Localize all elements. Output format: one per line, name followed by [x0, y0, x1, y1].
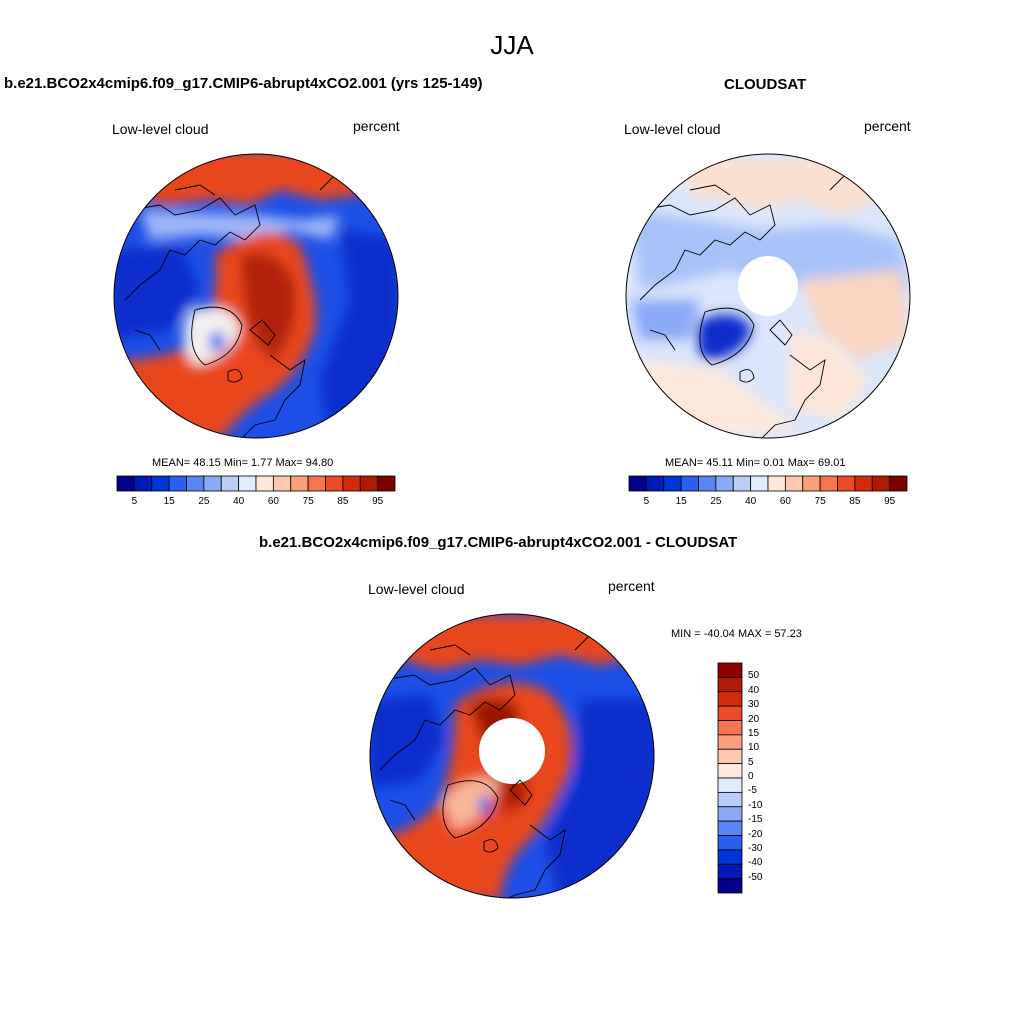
colorbar-cloudsat-swatch [645, 475, 665, 492]
colorbar-model-swatch [168, 475, 187, 492]
colorbar-cloudsat-tick-label: 5 [643, 496, 650, 507]
colorbar-model-swatch [359, 475, 379, 492]
colorbar-difference-swatch [717, 777, 743, 793]
colorbar-cloudsat-tick-label: 15 [675, 496, 687, 507]
colorbar-model-swatch [307, 475, 326, 492]
colorbar-model-swatch [220, 475, 240, 492]
colorbar-model-swatch [116, 475, 135, 492]
colorbar-cloudsat-tick-label: 75 [814, 496, 826, 507]
colorbar-model-tick-label: 60 [267, 496, 279, 507]
colorbar-cloudsat-tick-label: 95 [884, 496, 896, 507]
colorbar-cloudsat-swatch [802, 475, 821, 492]
stats-cloudsat: MEAN= 45.11 Min= 0.01 Max= 69.01 [665, 457, 846, 469]
colorbar-difference-swatch [717, 820, 743, 836]
colorbar-difference-swatch [717, 763, 743, 779]
map-difference [369, 613, 655, 899]
colorbar-difference-swatch [717, 863, 743, 880]
colorbar-difference-tick-label: 40 [748, 684, 760, 696]
colorbar-cloudsat-tick-label: 40 [745, 496, 757, 507]
colorbar-cloudsat [628, 475, 908, 492]
colorbar-difference-tick-label: 50 [748, 670, 760, 682]
colorbar-model [116, 475, 396, 492]
colorbar-difference-swatch [717, 691, 743, 707]
units-label-cloudsat: percent [864, 118, 911, 134]
colorbar-difference-swatch [717, 806, 743, 822]
units-label-difference: percent [608, 578, 655, 594]
colorbar-model-tick-label: 85 [337, 496, 349, 507]
colorbar-model-tick-label: 25 [198, 496, 210, 507]
colorbar-difference-swatch [717, 791, 743, 808]
colorbar-model-swatch [272, 475, 292, 492]
colorbar-model-swatch [342, 475, 361, 492]
colorbar-cloudsat-tick-label: 85 [849, 496, 861, 507]
colorbar-cloudsat-swatch [784, 475, 804, 492]
colorbar-cloudsat-swatch [889, 475, 908, 492]
colorbar-difference-tick-label: -20 [748, 828, 763, 840]
colorbar-difference-tick-label: 10 [748, 742, 760, 754]
panel-title-cloudsat: CLOUDSAT [724, 76, 807, 93]
colorbar-model-swatch [377, 475, 396, 492]
colorbar-difference-swatch [717, 705, 743, 721]
colorbar-cloudsat-tick-label: 60 [779, 496, 791, 507]
colorbar-difference-swatch [717, 835, 743, 851]
variable-label-model: Low-level cloud [112, 121, 209, 137]
colorbar-model-tick-label: 95 [372, 496, 384, 507]
colorbar-difference-swatch [717, 748, 743, 765]
colorbar-cloudsat-swatch [698, 475, 717, 492]
stats-difference: MIN = -40.04 MAX = 57.23 [671, 628, 802, 640]
colorbar-cloudsat-swatch [871, 475, 891, 492]
colorbar-cloudsat-swatch [837, 475, 856, 492]
colorbar-cloudsat-tick-label: 25 [710, 496, 722, 507]
colorbar-cloudsat-swatch [750, 475, 769, 492]
units-label-model: percent [353, 118, 400, 134]
colorbar-difference-tick-label: 5 [748, 756, 754, 768]
colorbar-cloudsat-swatch [663, 475, 682, 492]
colorbar-cloudsat-swatch [715, 475, 734, 492]
panel-title-difference: b.e21.BCO2x4cmip6.f09_g17.CMIP6-abrupt4x… [259, 534, 738, 551]
colorbar-difference-swatch [717, 878, 743, 894]
map-model [113, 153, 399, 439]
colorbar-cloudsat-swatch [628, 475, 647, 492]
colorbar-model-tick-label: 5 [131, 496, 138, 507]
colorbar-difference-swatch [717, 720, 743, 736]
colorbar-model-tick-label: 40 [233, 496, 245, 507]
colorbar-cloudsat-swatch [819, 475, 838, 492]
colorbar-cloudsat-swatch [767, 475, 786, 492]
colorbar-difference-tick-label: 20 [748, 713, 760, 725]
colorbar-cloudsat-swatch [680, 475, 699, 492]
colorbar-model-swatch [325, 475, 344, 492]
colorbar-model-swatch [151, 475, 170, 492]
colorbar-difference-tick-label: 15 [748, 727, 760, 739]
colorbar-difference-tick-label: -15 [748, 814, 763, 826]
panel-title-model: b.e21.BCO2x4cmip6.f09_g17.CMIP6-abrupt4x… [4, 75, 483, 92]
colorbar-difference-tick-label: -40 [748, 857, 763, 869]
colorbar-model-tick-label: 75 [302, 496, 314, 507]
colorbar-model-swatch [238, 475, 257, 492]
colorbar-model-swatch [133, 475, 153, 492]
colorbar-difference-tick-label: 0 [748, 771, 754, 782]
colorbar-difference-swatch [717, 676, 743, 693]
variable-label-difference: Low-level cloud [368, 581, 465, 597]
figure-title: JJA [490, 30, 534, 60]
colorbar-model-swatch [186, 475, 205, 492]
variable-label-cloudsat: Low-level cloud [624, 121, 721, 137]
colorbar-difference-tick-label: -30 [748, 842, 763, 854]
colorbar-difference-tick-label: -50 [748, 871, 763, 883]
colorbar-model-swatch [290, 475, 309, 492]
colorbar-cloudsat-swatch [854, 475, 873, 492]
colorbar-model-swatch [203, 475, 222, 492]
colorbar-difference-tick-label: 30 [748, 699, 760, 711]
colorbar-difference-tick-label: -10 [748, 799, 763, 811]
map-cloudsat [625, 153, 911, 439]
colorbar-cloudsat-swatch [732, 475, 752, 492]
colorbar-difference [717, 662, 743, 894]
colorbar-difference-tick-label: -5 [748, 785, 757, 797]
colorbar-model-tick-label: 15 [163, 496, 175, 507]
stats-model: MEAN= 48.15 Min= 1.77 Max= 94.80 [152, 457, 334, 469]
colorbar-model-swatch [255, 475, 274, 492]
colorbar-difference-swatch [717, 734, 743, 750]
colorbar-difference-swatch [717, 849, 743, 865]
colorbar-difference-swatch [717, 662, 743, 678]
